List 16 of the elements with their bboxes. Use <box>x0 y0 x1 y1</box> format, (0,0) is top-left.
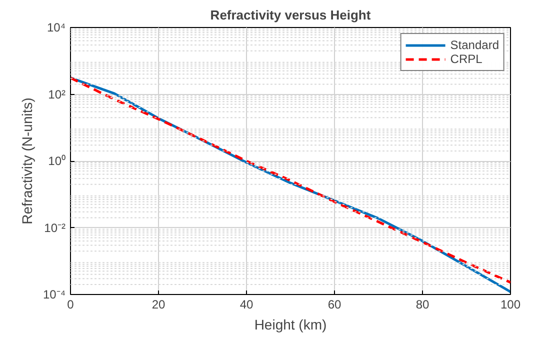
y-tick-label: 10⁴ <box>46 20 66 34</box>
x-tick-label: 40 <box>240 298 254 312</box>
x-axis-title: Height (km) <box>254 316 327 332</box>
y-axis-title: Refractivity (N-units) <box>18 98 35 224</box>
x-tick-label: 100 <box>500 298 521 312</box>
x-tick-label: 20 <box>152 298 166 312</box>
y-tick-label: 10⁻⁴ <box>42 288 66 302</box>
y-tick-label: 10⁰ <box>48 154 66 168</box>
x-tick-label: 60 <box>328 298 342 312</box>
legend-label: CRPL <box>450 52 482 66</box>
y-tick-label: 10² <box>48 87 66 102</box>
chart-title: Refractivity versus Height <box>210 8 372 22</box>
x-tick-label: 0 <box>67 298 74 312</box>
legend-label: Standard <box>450 38 499 52</box>
y-tick-label: 10⁻² <box>44 220 66 235</box>
x-tick-label: 80 <box>416 298 430 312</box>
